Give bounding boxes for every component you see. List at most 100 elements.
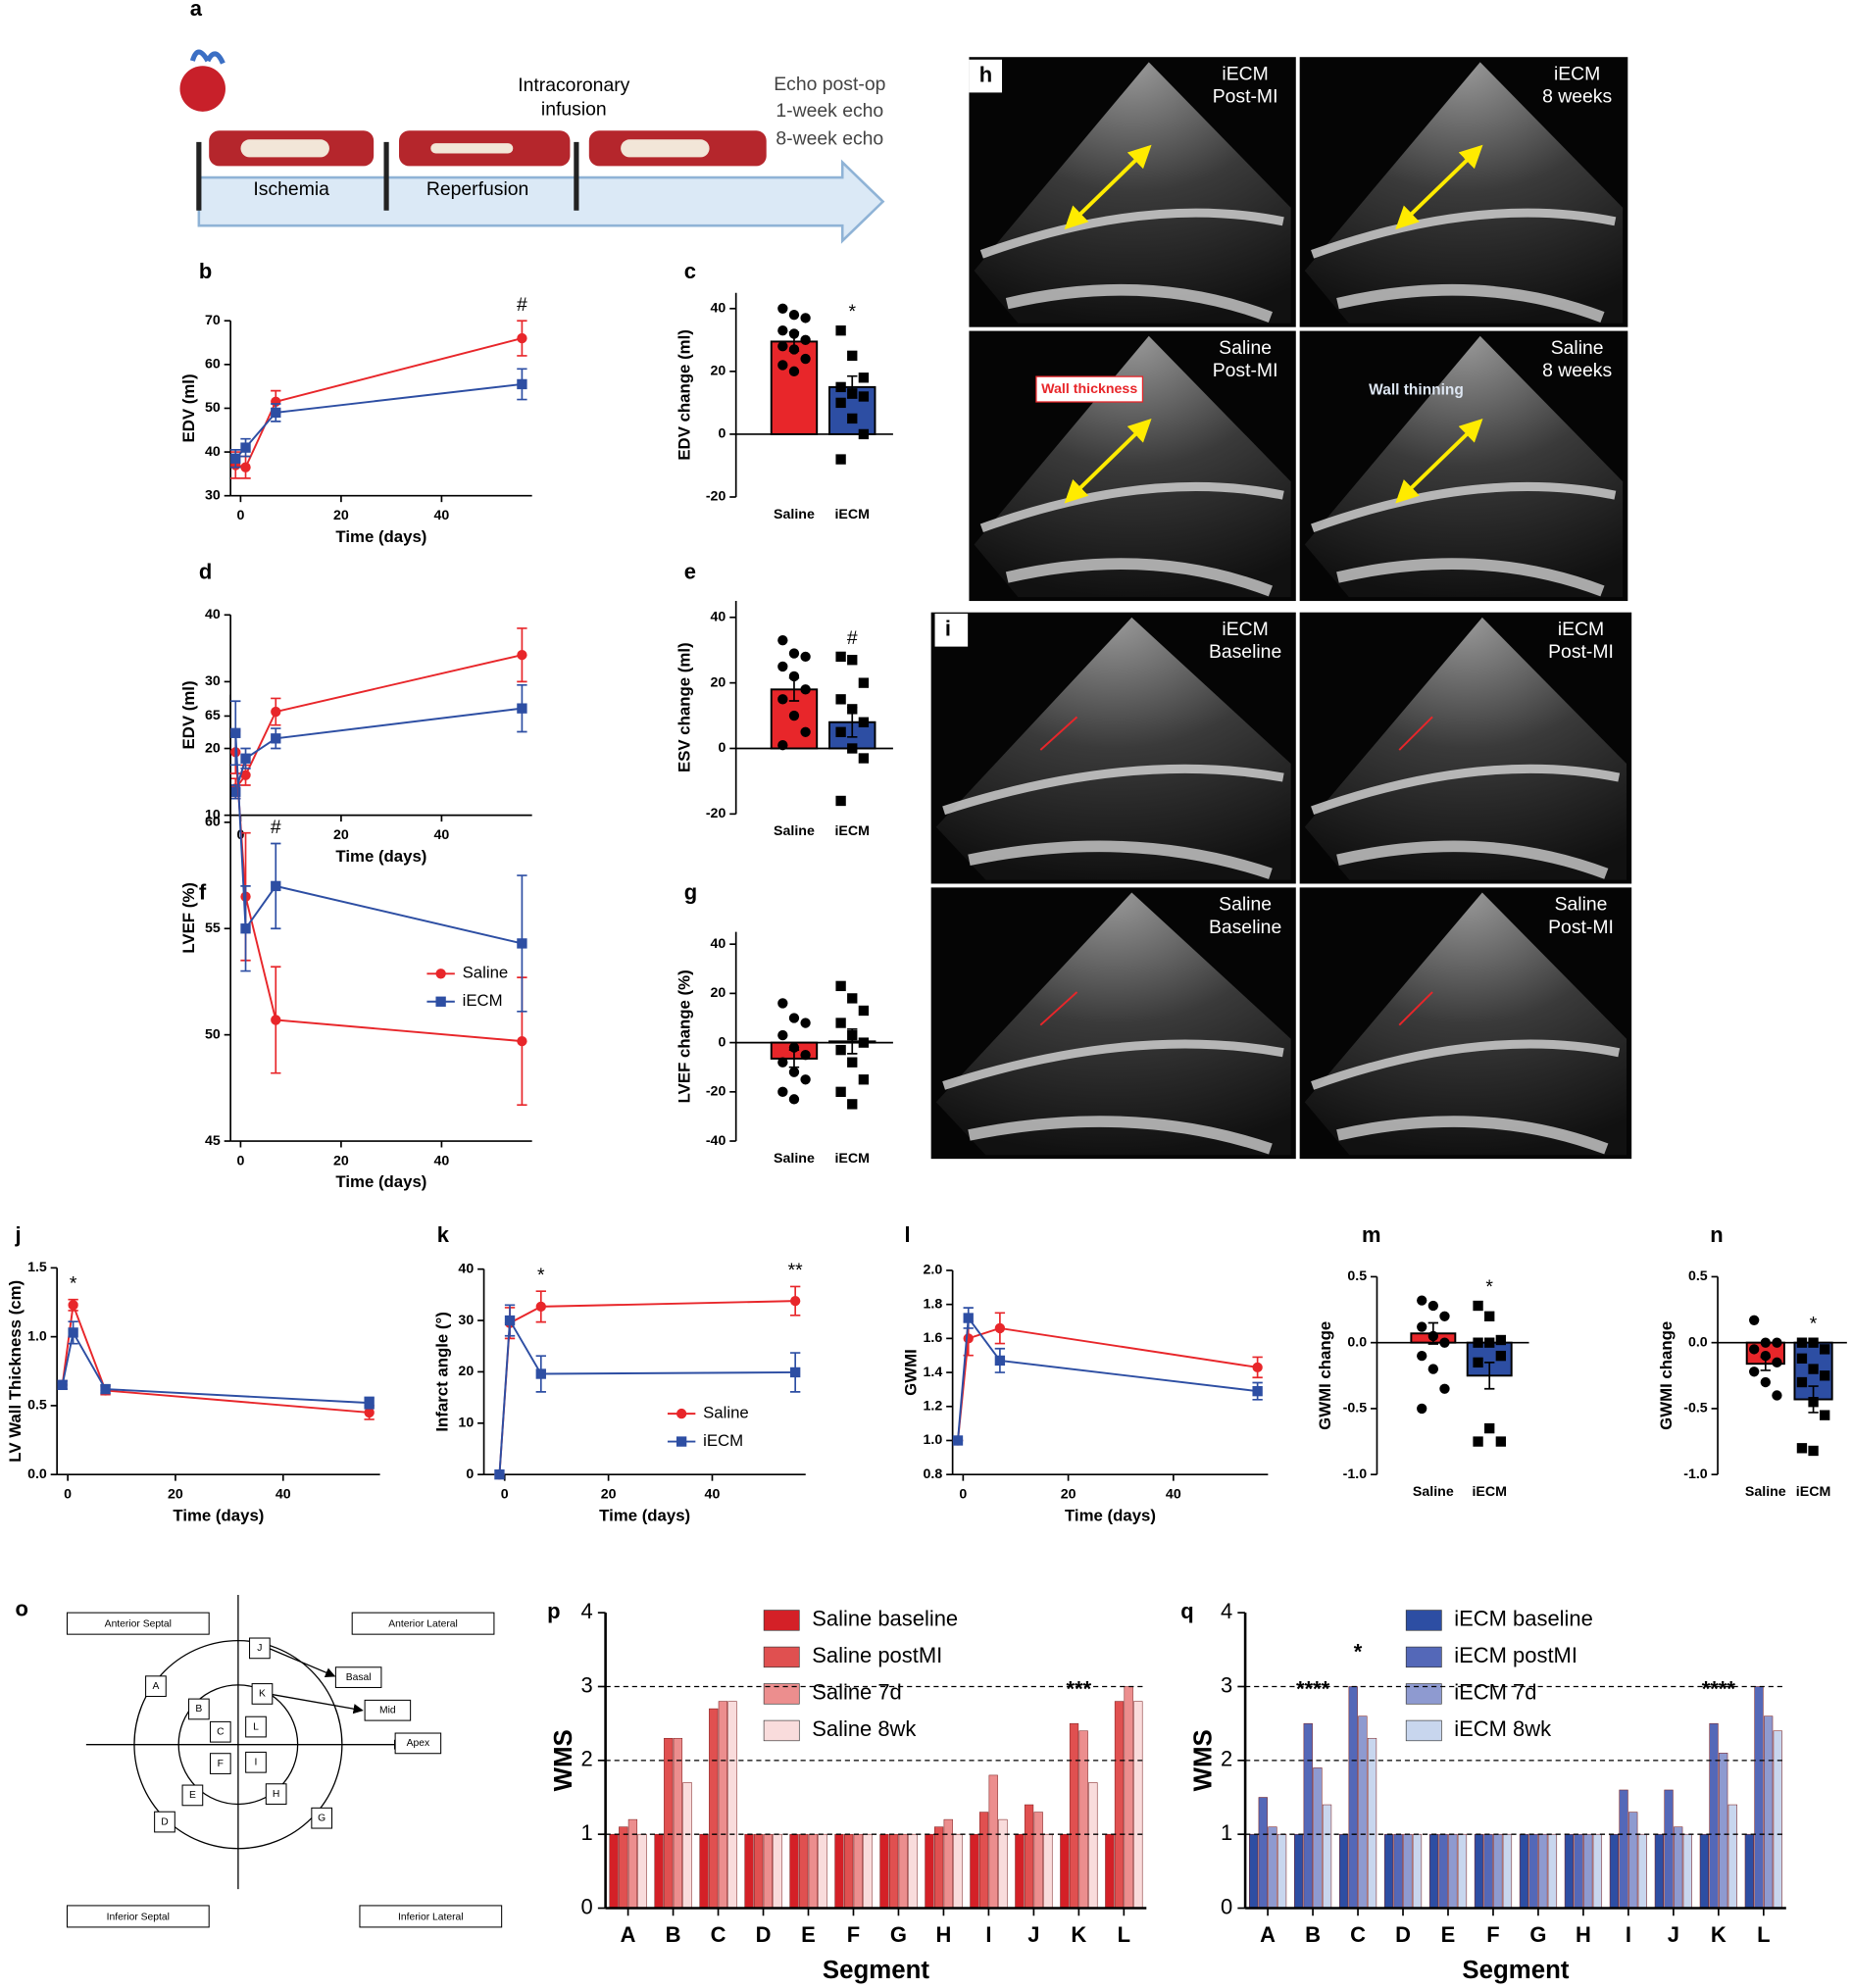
bar bbox=[654, 1833, 664, 1909]
legend-label: iECM bbox=[703, 1431, 743, 1450]
data-point bbox=[800, 353, 811, 365]
data-point bbox=[835, 1044, 846, 1056]
legend-label: iECM 8wk bbox=[1454, 1716, 1552, 1741]
heart-icon bbox=[179, 66, 225, 112]
annotation: ** bbox=[788, 1260, 804, 1281]
panel-letter: m bbox=[1362, 1222, 1381, 1247]
echo-label: Saline bbox=[1219, 894, 1272, 916]
x-tick-label: 40 bbox=[705, 1487, 721, 1503]
y-tick-label: 1.0 bbox=[27, 1328, 47, 1344]
panel-letter: o bbox=[16, 1596, 28, 1620]
y-tick-label: 40 bbox=[458, 1261, 474, 1276]
series-line bbox=[61, 1304, 370, 1414]
bar bbox=[664, 1737, 674, 1909]
bar bbox=[978, 1812, 989, 1909]
echo-tissue bbox=[942, 1039, 1284, 1090]
bar bbox=[718, 1701, 728, 1909]
x-tick-label: H bbox=[935, 1922, 951, 1947]
segment-label: F bbox=[218, 1759, 224, 1769]
data-point bbox=[1427, 1300, 1439, 1312]
bar bbox=[1133, 1701, 1143, 1909]
level-box bbox=[364, 1699, 412, 1721]
bar bbox=[1348, 1686, 1358, 1909]
data-point bbox=[858, 1074, 870, 1085]
bar bbox=[673, 1737, 683, 1909]
data-point bbox=[364, 1407, 375, 1418]
data-point bbox=[788, 1067, 800, 1077]
x-tick-label: 20 bbox=[1061, 1487, 1076, 1503]
data-point bbox=[789, 1295, 801, 1307]
data-point bbox=[994, 1355, 1006, 1367]
legend-label: Saline baseline bbox=[812, 1607, 958, 1631]
echo-tissue bbox=[1336, 283, 1605, 323]
data-point bbox=[835, 325, 846, 336]
data-point bbox=[517, 1035, 527, 1047]
bar bbox=[1293, 1833, 1304, 1909]
bar bbox=[1258, 1797, 1268, 1909]
series-line bbox=[957, 1315, 1258, 1441]
data-point bbox=[835, 381, 846, 393]
x-tick-label: G bbox=[1529, 1922, 1546, 1947]
x-tick-label: Saline bbox=[774, 1151, 815, 1167]
panel-letter: c bbox=[684, 259, 696, 283]
data-point bbox=[1796, 1443, 1808, 1454]
y-tick-label: 0.5 bbox=[1688, 1268, 1708, 1284]
segment-label: L bbox=[253, 1721, 259, 1732]
data-point bbox=[800, 1018, 811, 1028]
y-tick-label: 20 bbox=[711, 364, 726, 379]
x-tick-label: Saline bbox=[774, 507, 815, 522]
bar bbox=[898, 1833, 908, 1909]
echo-label: iECM bbox=[1222, 63, 1268, 84]
y-tick-label: 2 bbox=[580, 1747, 592, 1771]
legend-label: Saline 8wk bbox=[812, 1716, 917, 1741]
bar bbox=[1403, 1833, 1413, 1909]
segment-label: D bbox=[161, 1816, 168, 1827]
bar bbox=[709, 1708, 719, 1909]
pointer bbox=[268, 1693, 364, 1715]
x-axis-title: Time (days) bbox=[335, 1172, 426, 1191]
segment-box bbox=[209, 1720, 231, 1743]
bar bbox=[1322, 1804, 1332, 1909]
y-tick-label: 0.5 bbox=[1347, 1268, 1367, 1284]
y-tick-label: 2 bbox=[1221, 1747, 1232, 1771]
bar bbox=[1124, 1686, 1133, 1909]
y-tick-label: 20 bbox=[711, 985, 726, 1001]
data-point bbox=[788, 1042, 800, 1053]
annotation: # bbox=[271, 817, 281, 838]
bar bbox=[1105, 1833, 1115, 1909]
data-point bbox=[800, 684, 811, 695]
segment-label: J bbox=[257, 1643, 262, 1654]
y-tick-label: 0.0 bbox=[1688, 1334, 1708, 1350]
data-point bbox=[963, 1313, 974, 1323]
data-point bbox=[777, 360, 788, 371]
echo-label: 8 weeks bbox=[1542, 360, 1612, 381]
x-tick-label: 40 bbox=[275, 1487, 291, 1503]
data-point bbox=[788, 344, 800, 355]
echo-label: iECM bbox=[1558, 619, 1604, 640]
echo-fan bbox=[935, 617, 1291, 880]
y-tick-label: 3 bbox=[1221, 1672, 1232, 1697]
echo-label: Echo post-op bbox=[774, 74, 885, 95]
data-point bbox=[504, 1315, 516, 1326]
segment-label: G bbox=[318, 1813, 325, 1823]
data-point bbox=[788, 328, 800, 339]
data-point bbox=[800, 1074, 811, 1085]
annotation: *** bbox=[1067, 1676, 1092, 1701]
bar bbox=[1078, 1730, 1088, 1909]
bar bbox=[1654, 1833, 1665, 1909]
x-tick-label: D bbox=[756, 1922, 772, 1947]
bar bbox=[1493, 1833, 1503, 1909]
data-point bbox=[494, 1469, 505, 1480]
segment-label: B bbox=[195, 1704, 202, 1715]
echo-label: 8 weeks bbox=[1542, 86, 1612, 108]
bar bbox=[818, 1833, 827, 1909]
phase-label: Reperfusion bbox=[426, 178, 528, 200]
x-tick-label: E bbox=[1441, 1922, 1456, 1947]
y-tick-label: 45 bbox=[205, 1133, 221, 1149]
y-tick-label: 4 bbox=[1221, 1599, 1232, 1623]
y-axis-title: ESV change (ml) bbox=[675, 642, 693, 772]
y-axis-title: GWMI change bbox=[1316, 1321, 1334, 1430]
level-box bbox=[334, 1666, 382, 1688]
bar bbox=[1528, 1833, 1538, 1909]
callout: Wall thickness bbox=[1041, 381, 1137, 397]
